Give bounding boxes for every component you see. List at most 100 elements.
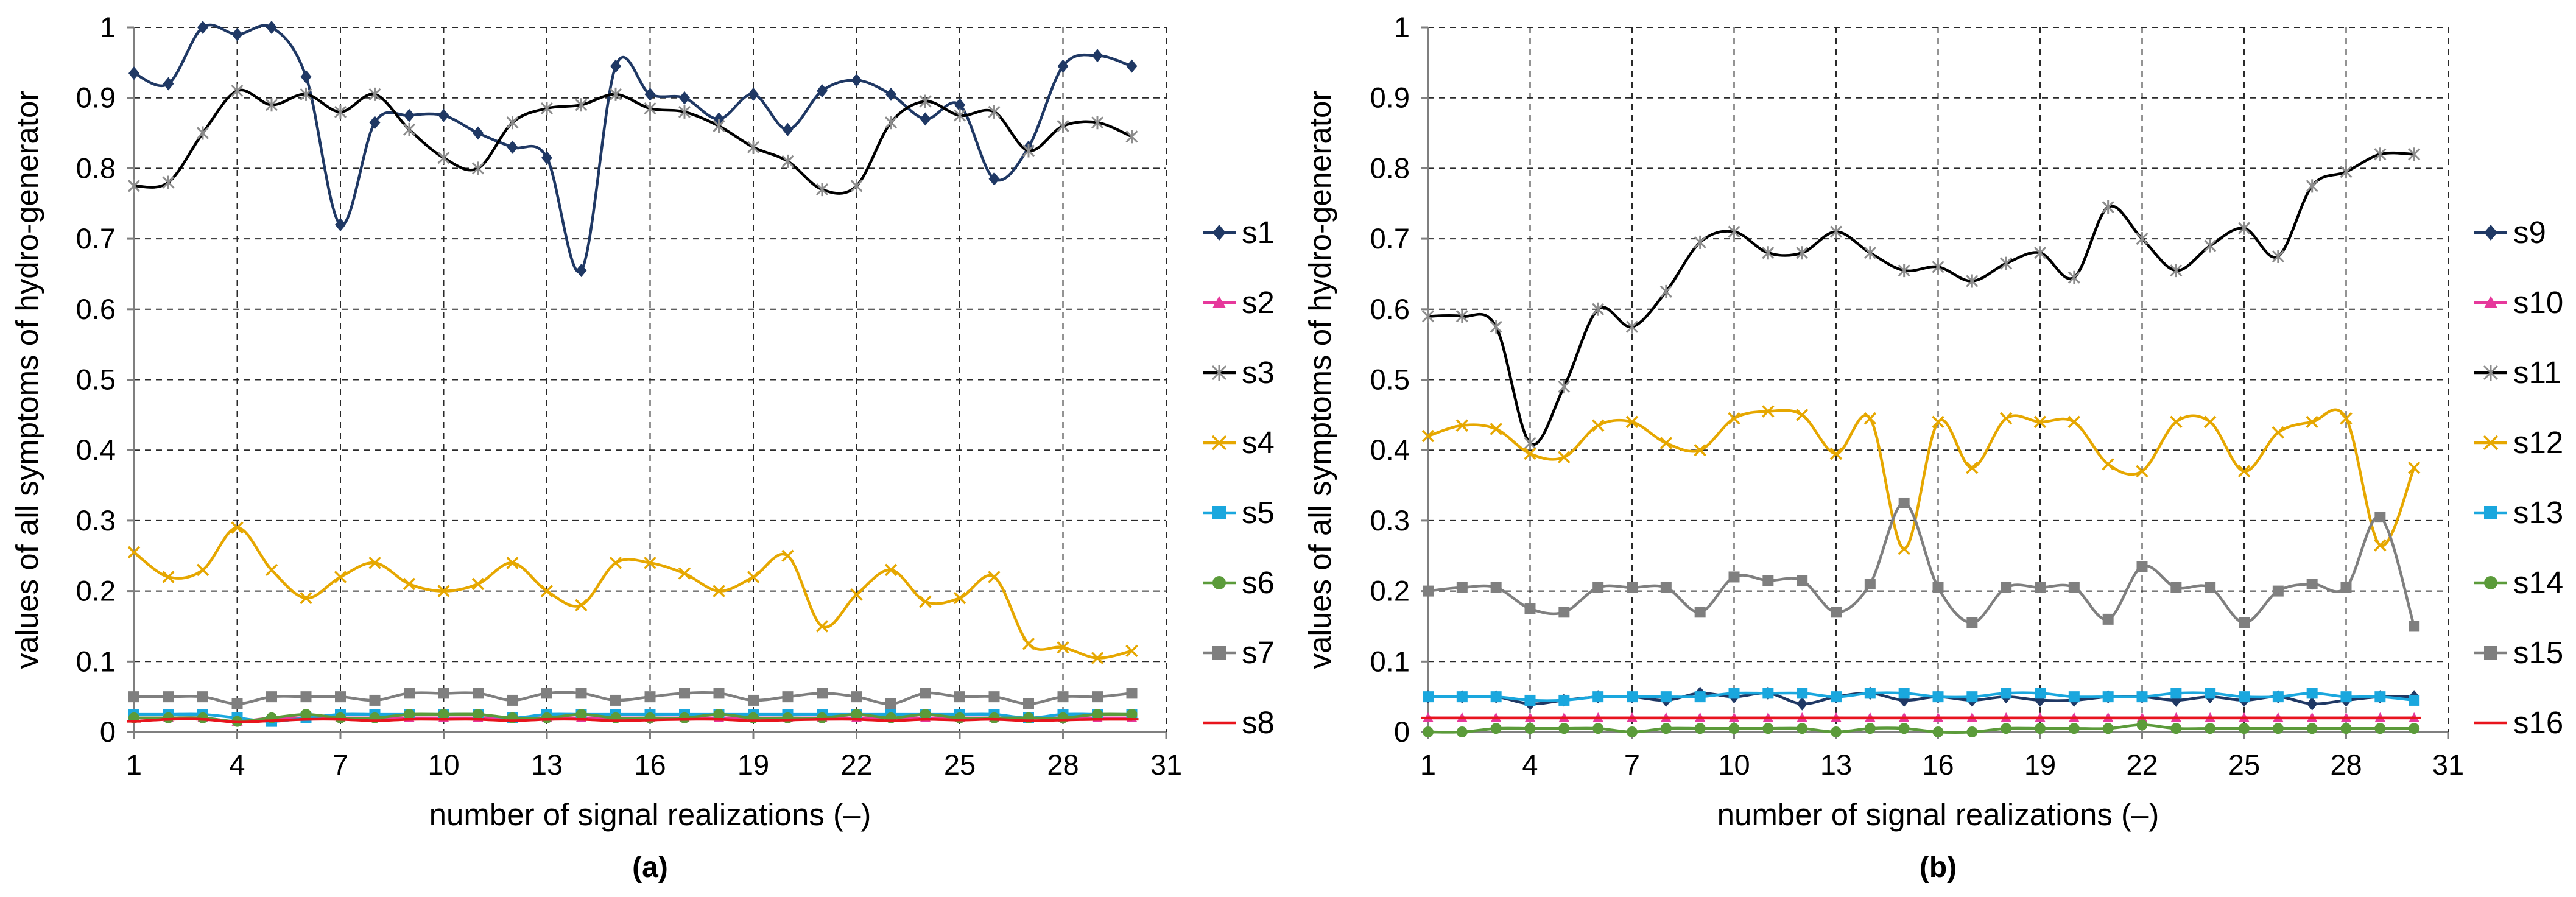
data-point-s12: [2272, 426, 2285, 439]
data-point-s4: [953, 591, 966, 605]
data-point-s13: [2001, 688, 2012, 699]
data-point-s11: [2237, 221, 2251, 235]
legend-label: s16: [2513, 705, 2563, 740]
data-point-s7: [988, 691, 1000, 703]
x-tick-label: 13: [1820, 748, 1852, 781]
data-point-s9: [2306, 697, 2318, 711]
data-point-s1: [473, 126, 484, 140]
data-point-s4: [850, 588, 863, 601]
data-point-s14: [2001, 723, 2012, 734]
legend-swatch-marker: [2483, 435, 2499, 451]
data-point-s6: [404, 709, 415, 720]
data-point-s13: [1694, 691, 1706, 703]
data-point-s12: [2340, 412, 2353, 425]
data-point-s7: [817, 688, 828, 699]
legend-entry-s14: s14: [2474, 565, 2563, 600]
data-point-s14: [1728, 723, 1740, 734]
data-point-s13: [2136, 691, 2148, 703]
x-tick-label: 1: [1420, 748, 1436, 781]
data-point-s6: [954, 712, 965, 723]
data-point-s13: [1762, 688, 1774, 699]
x-tick-label: 22: [840, 748, 872, 781]
data-point-s3: [609, 87, 622, 101]
data-point-s11: [1524, 436, 1536, 450]
data-point-s14: [2272, 723, 2284, 734]
data-point-s1: [163, 77, 174, 91]
data-point-s13: [2035, 688, 2046, 699]
data-point-s13: [1831, 691, 1842, 703]
legend-label: s10: [2513, 285, 2563, 320]
data-point-s14: [2102, 723, 2114, 734]
legend-swatch-marker: [2484, 646, 2497, 660]
data-point-s12: [2102, 458, 2114, 471]
data-point-s13: [2340, 691, 2352, 703]
data-point-s4: [1091, 652, 1104, 664]
data-point-s11: [1421, 309, 1435, 323]
data-point-s1: [1092, 49, 1103, 63]
data-point-s11: [1455, 309, 1468, 323]
data-point-s13: [2239, 691, 2250, 703]
data-point-s4: [300, 591, 312, 605]
data-point-s11: [1966, 274, 1979, 288]
data-point-s12: [1999, 412, 2013, 425]
data-point-s13: [1490, 691, 1502, 703]
x-tick-label: 22: [2126, 748, 2158, 781]
x-tick-label: 31: [1150, 748, 1182, 781]
data-point-s15: [1627, 582, 1638, 593]
legend-entry-s13: s13: [2474, 495, 2563, 530]
data-point-s12: [1795, 409, 1809, 421]
data-point-s11: [1728, 225, 1740, 239]
data-point-s3: [1057, 119, 1069, 133]
data-point-s3: [953, 108, 966, 122]
data-point-s7: [335, 691, 346, 703]
data-point-s15: [1558, 607, 1570, 618]
data-point-s4: [196, 563, 209, 577]
data-point-s14: [1932, 726, 1944, 737]
data-point-s6: [1057, 712, 1069, 723]
data-point-s13: [2205, 688, 2216, 699]
data-point-s3: [1022, 144, 1035, 158]
data-point-s4: [815, 620, 829, 633]
data-point-s15: [2001, 582, 2012, 593]
data-point-s12: [2067, 415, 2081, 429]
legend-label: s3: [1242, 355, 1275, 390]
data-point-s14: [2239, 723, 2250, 734]
data-point-s4: [713, 585, 725, 597]
data-point-s4: [575, 599, 588, 611]
data-point-s14: [1762, 723, 1774, 734]
data-point-s12: [2136, 465, 2148, 478]
legend-label: s11: [2513, 355, 2561, 390]
data-point-s12: [1558, 451, 1571, 464]
data-point-s11: [2374, 147, 2387, 161]
data-point-s4: [678, 567, 691, 580]
series-s3: [127, 84, 1138, 197]
data-point-s13: [2170, 688, 2182, 699]
legend: s9 s10 s11 s12 s13 s14 s15 s16: [2474, 215, 2563, 740]
y-tick-label: 0.7: [76, 222, 116, 255]
data-point-s15: [1490, 582, 1502, 593]
data-point-s11: [1932, 260, 1944, 274]
data-point-s3: [1091, 116, 1104, 130]
legend-swatch-marker: [1212, 646, 1226, 660]
axes: [127, 26, 1167, 739]
y-tick-label: 0.2: [76, 575, 116, 607]
data-point-s15: [1728, 571, 1740, 583]
data-point-s15: [1423, 585, 1434, 597]
data-point-s15: [2205, 582, 2216, 593]
data-point-s7: [197, 691, 208, 703]
data-point-s3: [919, 94, 932, 108]
x-axis-title: number of signal realizations (–): [1717, 797, 2159, 832]
data-point-s1: [748, 87, 759, 101]
data-point-s12: [2306, 415, 2318, 429]
data-point-s4: [471, 577, 485, 591]
data-point-s3: [127, 179, 141, 193]
series-s11: [1421, 147, 2421, 450]
data-point-s6: [1126, 709, 1138, 720]
series-lines: [1421, 147, 2421, 737]
y-tick-label: 0.3: [1370, 504, 1410, 536]
legend-entry-s16: s16: [2474, 705, 2563, 740]
data-point-s3: [781, 154, 794, 168]
legend-label: s13: [2513, 495, 2563, 530]
gridlines: [1428, 27, 2449, 732]
y-tick-labels: 0 0.1 0.2 0.3 0.4 0.5 0.6 0.7 0.8 0.9 1: [76, 11, 116, 748]
